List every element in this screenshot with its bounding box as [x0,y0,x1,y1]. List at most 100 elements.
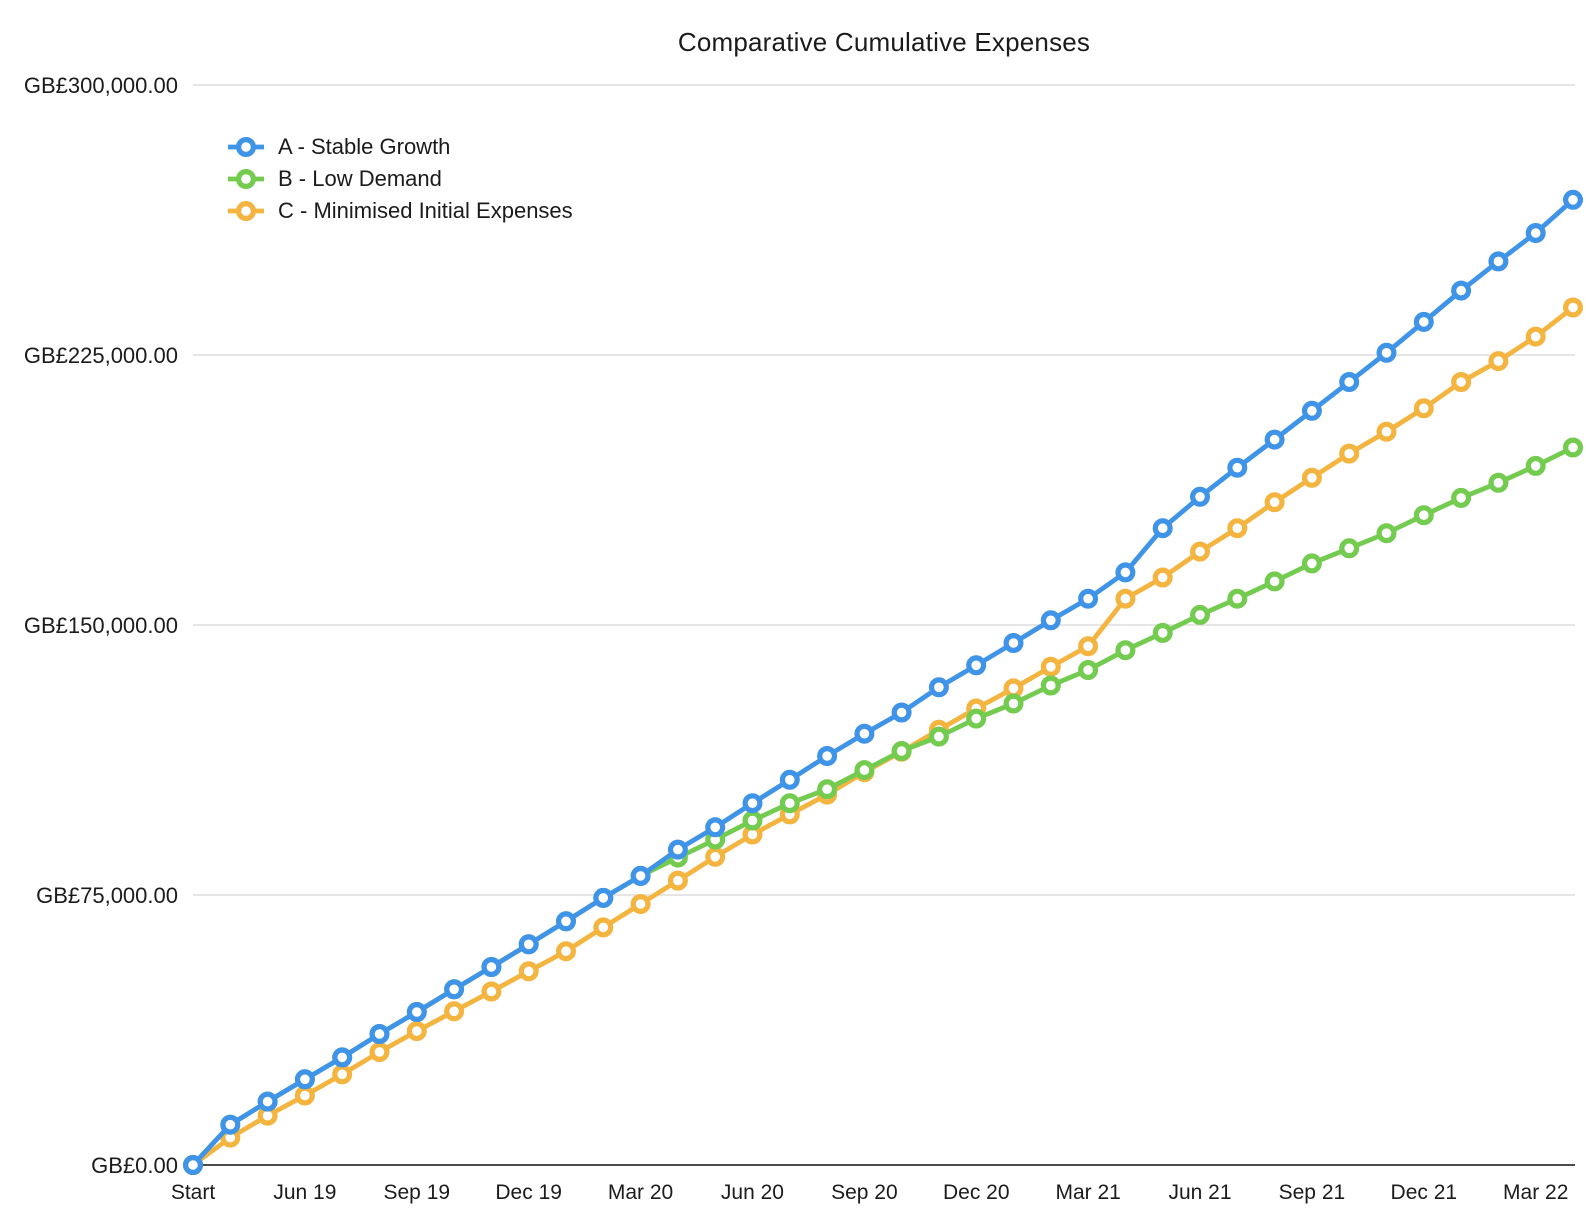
series-b-point [1376,523,1397,544]
series-a-point [1562,189,1583,210]
series-b-point [1189,604,1210,625]
series-a-point [705,817,726,838]
y-tick-label: GB£75,000.00 [36,883,178,908]
series-a-point [257,1091,278,1112]
series-c-point [518,961,539,982]
x-tick-label: Mar 22 [1503,1181,1568,1204]
series-c-legend-marker-icon [228,200,264,222]
series-a-point [593,887,614,908]
series-a-point [779,769,800,790]
series-b-point [1339,538,1360,559]
series-a-point [1525,223,1546,244]
series-a-point [1301,400,1322,421]
series-c-point [1152,567,1173,588]
series-a-point [220,1114,241,1135]
series-b-point [1003,693,1024,714]
series-a-legend-marker-icon [228,136,264,158]
series-a-point [555,911,576,932]
series-a-point [1264,429,1285,450]
series-a-point [1003,632,1024,653]
series-c-point [406,1021,427,1042]
x-tick-label: Mar 20 [608,1181,673,1204]
series-c-point [1488,351,1509,372]
series-c-point [1562,297,1583,318]
x-tick-label: Jun 20 [721,1181,784,1204]
series-a-point [1152,518,1173,539]
series-b-point [966,708,987,729]
series-a-point [667,839,688,860]
series-c-point [1413,398,1434,419]
series-b-point [1227,588,1248,609]
series-c-point [1078,636,1099,657]
legend-label-c: C - Minimised Initial Expenses [278,198,573,223]
x-tick-label: Dec 20 [943,1181,1010,1204]
series-a-point [1413,311,1434,332]
series-c-point [444,1001,465,1022]
series-b-point [1525,455,1546,476]
series-c-point [1525,326,1546,347]
series-a-point [630,865,651,886]
series-a-point [481,956,502,977]
series-b-point [1562,437,1583,458]
series-a-point [1189,486,1210,507]
legend-item-c: C - Minimised Initial Expenses [226,195,573,227]
series-b-point [1413,505,1434,526]
series-c-point [1227,518,1248,539]
series-a-point [854,723,875,744]
series-a-point [928,677,949,698]
legend-label-a: A - Stable Growth [278,134,451,159]
series-c-point [1376,421,1397,442]
series-b-point [1040,675,1061,696]
series-b-point [1488,472,1509,493]
x-tick-label: Sep 20 [831,1181,898,1204]
series-c-line [190,305,1576,1168]
series-b-point [779,793,800,814]
series-b-point [854,760,875,781]
series-a-point [369,1023,390,1044]
series-a-point [332,1047,353,1068]
series-c-point [1115,588,1136,609]
series-b-point [1451,487,1472,508]
series-b-point [1115,640,1136,661]
legend-item-b: B - Low Demand [226,163,573,195]
series-c-point [667,870,688,891]
chart-legend: A - Stable Growth B - Low Demand C - Min… [226,131,573,227]
series-c-point [481,981,502,1002]
series-c-point [294,1085,315,1106]
series-a-point [444,979,465,1000]
series-b-point [1152,622,1173,643]
series-b-point [891,740,912,761]
legend-label-b: B - Low Demand [278,166,442,191]
series-c-point [593,917,614,938]
series-a-point [518,934,539,955]
series-b-point [1264,571,1285,592]
series-a-point [183,1154,204,1175]
series-a-point [1115,562,1136,583]
series-c-point [1040,656,1061,677]
series-b-legend-marker-icon [228,168,264,190]
series-c-point [1451,372,1472,393]
series-a-point [1227,457,1248,478]
series-a-point [294,1069,315,1090]
series-c-point [332,1064,353,1085]
series-a-point [1078,588,1099,609]
series-a-point [891,702,912,723]
y-tick-label: GB£0.00 [91,1153,178,1178]
series-a-point [1339,372,1360,393]
x-tick-label: Start [171,1181,216,1204]
x-tick-label: Mar 21 [1055,1181,1120,1204]
legend-item-a: A - Stable Growth [226,131,573,163]
series-c-point [369,1041,390,1062]
series-a-point [1451,280,1472,301]
series-a-point [817,745,838,766]
series-c-point [1189,541,1210,562]
series-c-point [1301,467,1322,488]
x-tick-label: Jun 21 [1168,1181,1231,1204]
series-a-line [190,197,1576,1168]
series-a-point [406,1001,427,1022]
series-c-point [555,941,576,962]
x-tick-label: Jun 19 [273,1181,336,1204]
series-a-point [966,655,987,676]
series-c-point [1339,443,1360,464]
